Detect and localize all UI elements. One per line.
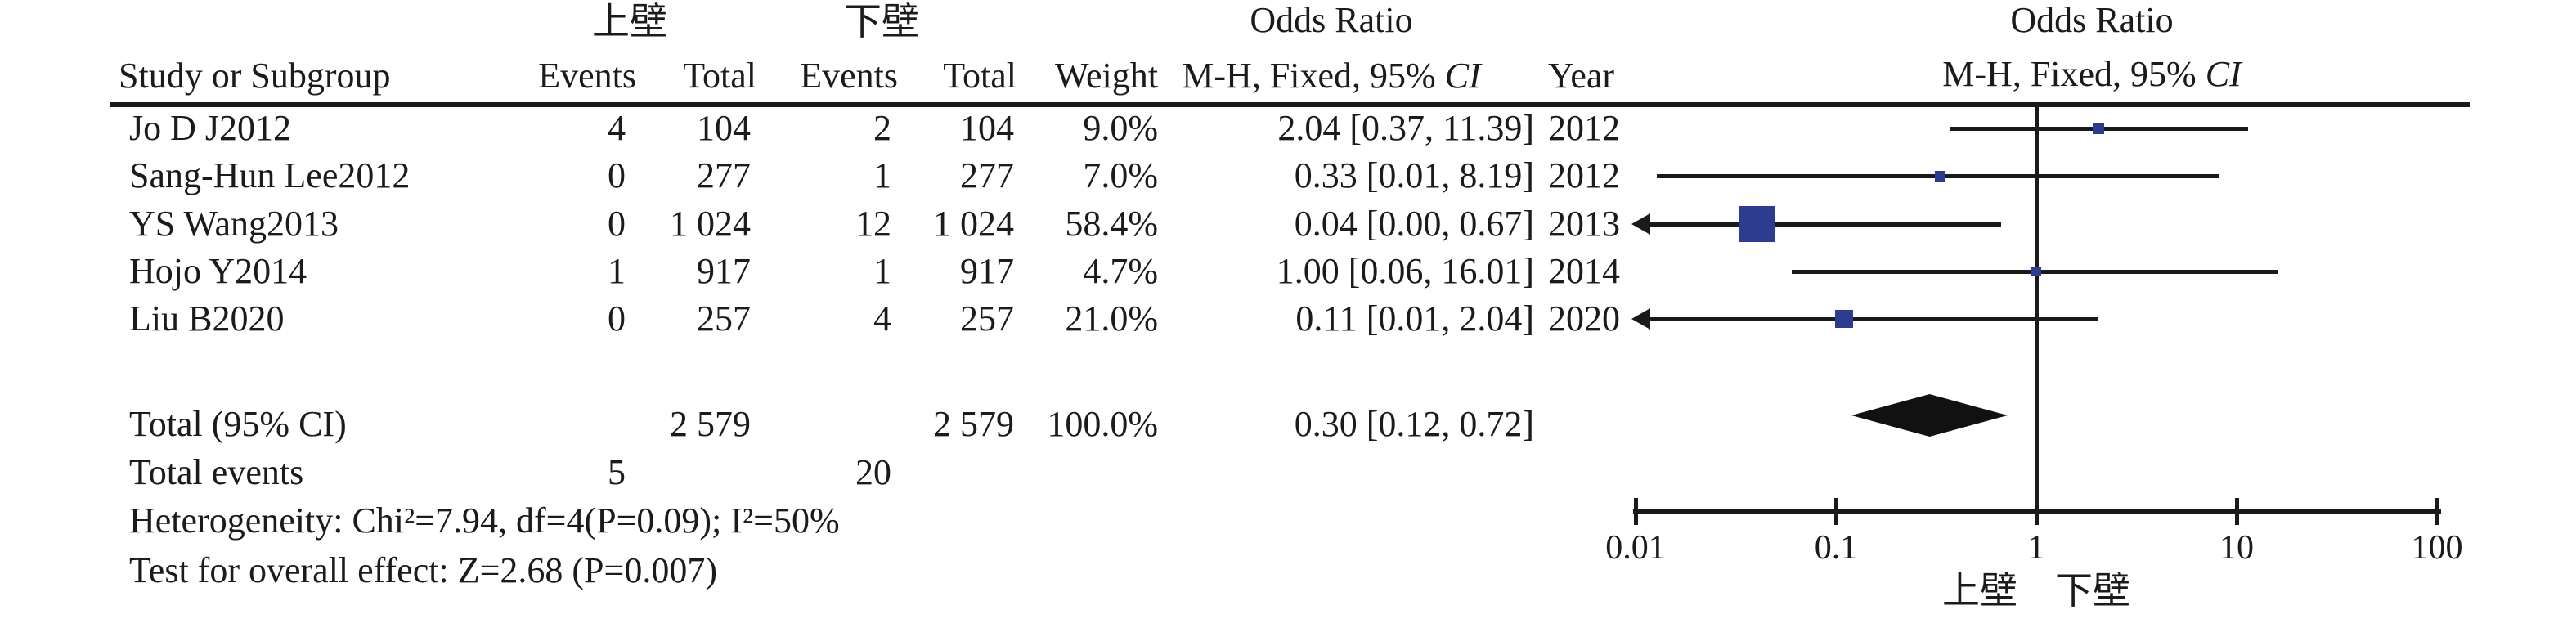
- events2-cell: 1: [873, 155, 891, 195]
- year-cell: 2012: [1548, 108, 1620, 148]
- study-name: YS Wang2013: [129, 204, 339, 244]
- total1-cell: 104: [697, 108, 751, 148]
- total1-cell: 1 024: [670, 204, 751, 244]
- weight-cell: 4.7%: [1083, 251, 1158, 291]
- or-ci-cell: 0.04 [0.00, 0.67]: [1294, 204, 1534, 244]
- col-header-study: Study or Subgroup: [119, 56, 391, 96]
- events1-cell: 0: [608, 155, 626, 195]
- or-header-left: Odds Ratio: [1250, 0, 1413, 40]
- or-ci-cell: 0.33 [0.01, 8.19]: [1294, 155, 1534, 195]
- events1-cell: 1: [608, 251, 626, 291]
- ci-whisker: [1649, 317, 2098, 321]
- col-header-total2: Total: [943, 56, 1016, 96]
- summary-diamond: [1851, 394, 2008, 437]
- axis-tick-label: 10: [2219, 529, 2254, 567]
- header-rule: [110, 102, 2470, 107]
- axis-tick-label: 100: [2411, 529, 2463, 567]
- or-ci-cell: 2.04 [0.37, 11.39]: [1277, 108, 1534, 148]
- col-header-events1: Events: [538, 56, 636, 96]
- mh-prefix: M-H, Fixed, 95%: [1942, 54, 2206, 94]
- ci-left-arrow-icon: [1631, 213, 1650, 235]
- or-marker: [2031, 267, 2041, 276]
- or-ci-cell: 0.11 [0.01, 2.04]: [1295, 298, 1534, 339]
- study-name: Sang-Hun Lee2012: [129, 155, 411, 195]
- ci-left-arrow-icon: [1631, 308, 1650, 330]
- events1-cell: 0: [608, 204, 626, 244]
- year-cell: 2013: [1548, 204, 1620, 244]
- overall-effect-line: Test for overall effect: Z=2.68 (P=0.007…: [129, 550, 717, 590]
- total-events2: 20: [855, 452, 891, 492]
- year-cell: 2020: [1548, 298, 1620, 339]
- total2-cell: 257: [960, 298, 1014, 339]
- total1-cell: 917: [697, 251, 751, 291]
- axis-tick-label: 1: [2027, 529, 2045, 567]
- total2-sum: 2 579: [933, 404, 1014, 444]
- ci-whisker: [1649, 222, 2002, 227]
- weight-cell: 21.0%: [1065, 298, 1158, 339]
- or-ci-total: 0.30 [0.12, 0.72]: [1294, 404, 1534, 444]
- or-marker: [1935, 171, 1945, 182]
- axis-tick: [2235, 498, 2239, 525]
- axis-tick-label: 0.1: [1814, 529, 1858, 567]
- weight-sum: 100.0%: [1047, 404, 1158, 444]
- study-name: Hojo Y2014: [129, 251, 307, 291]
- or-marker: [1739, 206, 1775, 242]
- total1-cell: 257: [697, 298, 751, 339]
- group-header-control: 下壁: [844, 1, 919, 43]
- events2-cell: 12: [855, 204, 891, 244]
- weight-cell: 7.0%: [1083, 155, 1158, 195]
- total-events-label: Total events: [129, 452, 304, 492]
- col-header-weight: Weight: [1055, 56, 1158, 96]
- total2-cell: 104: [960, 108, 1014, 148]
- heterogeneity-line: Heterogeneity: Chi²=7.94, df=4(P=0.09); …: [129, 500, 840, 541]
- total1-cell: 277: [697, 155, 751, 195]
- favours-right-label: 下壁: [2055, 570, 2130, 612]
- col-header-total1: Total: [683, 56, 756, 96]
- col-header-mh-right: M-H, Fixed, 95% CI: [1942, 56, 2241, 92]
- mh-prefix: M-H, Fixed, 95%: [1182, 56, 1445, 96]
- mh-ci: CI: [1444, 56, 1481, 96]
- total2-cell: 1 024: [933, 204, 1014, 244]
- events1-cell: 0: [608, 298, 626, 339]
- col-header-events2: Events: [800, 56, 898, 96]
- favours-left-label: 上壁: [1942, 570, 2017, 612]
- total2-cell: 917: [960, 251, 1014, 291]
- axis-tick: [1834, 498, 1838, 525]
- group-header-experimental: 上壁: [592, 1, 667, 43]
- events2-cell: 4: [873, 298, 891, 339]
- total2-cell: 277: [960, 155, 1014, 195]
- mh-ci: CI: [2205, 54, 2242, 94]
- axis-tick: [2435, 498, 2439, 525]
- events1-cell: 4: [608, 108, 626, 148]
- col-header-year: Year: [1548, 56, 1615, 96]
- favours-labels: 上壁 下壁: [1942, 572, 2130, 610]
- study-name: Jo D J2012: [129, 108, 292, 148]
- null-line: [2035, 107, 2039, 525]
- weight-cell: 58.4%: [1065, 204, 1158, 244]
- total1-sum: 2 579: [670, 404, 751, 444]
- year-cell: 2012: [1548, 155, 1620, 195]
- axis-tick: [1634, 498, 1638, 525]
- axis-tick: [2035, 498, 2039, 525]
- weight-cell: 9.0%: [1083, 108, 1158, 148]
- year-cell: 2014: [1548, 251, 1620, 291]
- col-header-mh-left: M-H, Fixed, 95% CI: [1182, 58, 1480, 94]
- or-ci-cell: 1.00 [0.06, 16.01]: [1276, 251, 1534, 291]
- or-marker: [2093, 123, 2104, 134]
- events2-cell: 2: [873, 108, 891, 148]
- total-events1: 5: [608, 452, 626, 492]
- axis-tick-label: 0.01: [1605, 529, 1666, 567]
- events2-cell: 1: [873, 251, 891, 291]
- or-header-right: Odds Ratio: [2010, 0, 2174, 40]
- total-row-label: Total (95% CI): [129, 404, 347, 444]
- study-name: Liu B2020: [129, 298, 285, 339]
- or-marker: [1835, 310, 1853, 328]
